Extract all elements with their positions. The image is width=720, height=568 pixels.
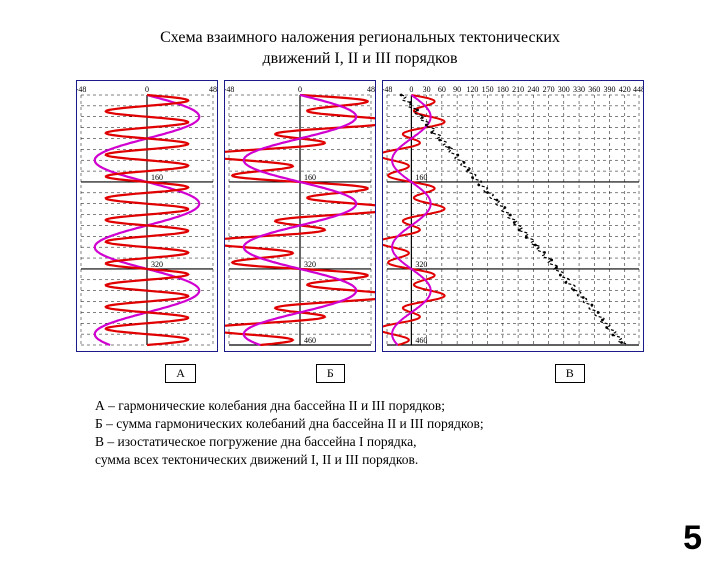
svg-text:320: 320: [304, 260, 316, 269]
svg-text:160: 160: [415, 173, 427, 182]
panel-label-a: А: [165, 364, 196, 383]
panel-c: 160 320 460 -48 0 30 60 90 120 150180210240 270300…: [382, 80, 644, 352]
title-line-2: движений I, II и III порядков: [263, 50, 458, 67]
panel-label-b: Б: [316, 364, 345, 383]
svg-text:270: 270: [543, 85, 555, 94]
svg-text:460: 460: [304, 336, 316, 345]
svg-text:120: 120: [466, 85, 478, 94]
slide-number: 5: [683, 519, 702, 558]
charts-row: Мощность осадков, м 160320-48048 1603204…: [0, 80, 720, 352]
panel-a: 160 320 -48 0 48: [76, 80, 218, 352]
caption-line: Б – сумма гармонических колебаний дна ба…: [95, 415, 660, 433]
svg-text:180: 180: [497, 85, 509, 94]
svg-text:300: 300: [558, 85, 570, 94]
svg-text:0: 0: [298, 85, 302, 94]
svg-text:90: 90: [453, 85, 461, 94]
svg-text:210: 210: [512, 85, 524, 94]
panel-labels-row: А Б В: [0, 364, 720, 383]
svg-text:160: 160: [151, 173, 163, 182]
panel-b: 160 320 460 -48 0 48: [224, 80, 376, 352]
svg-text:-48: -48: [225, 85, 234, 94]
panel-label-c: В: [555, 364, 585, 383]
svg-text:0: 0: [145, 85, 149, 94]
svg-text:320: 320: [415, 260, 427, 269]
svg-text:-48: -48: [383, 85, 392, 94]
caption-line: В – изостатическое погружение дна бассей…: [95, 433, 660, 451]
svg-text:160: 160: [304, 173, 316, 182]
svg-text:48: 48: [367, 85, 375, 94]
svg-text:448: 448: [633, 85, 643, 94]
svg-text:48: 48: [209, 85, 217, 94]
svg-text:0: 0: [409, 85, 413, 94]
svg-text:60: 60: [438, 85, 446, 94]
svg-text:320: 320: [151, 260, 163, 269]
svg-text:30: 30: [423, 85, 431, 94]
svg-text:390: 390: [604, 85, 616, 94]
chart-title: Схема взаимного наложения региональных т…: [0, 28, 720, 70]
svg-text:360: 360: [588, 85, 600, 94]
svg-text:-48: -48: [77, 85, 86, 94]
caption-line: А – гармонические колебания дна бассейна…: [95, 397, 660, 415]
caption-line: сумма всех тектонических движений I, II …: [95, 451, 660, 469]
svg-text:240: 240: [527, 85, 539, 94]
svg-text:420: 420: [619, 85, 631, 94]
svg-text:330: 330: [573, 85, 585, 94]
svg-text:150: 150: [482, 85, 494, 94]
caption: А – гармонические колебания дна бассейна…: [95, 397, 660, 470]
title-line-1: Схема взаимного наложения региональных т…: [160, 29, 560, 46]
svg-text:460: 460: [415, 336, 427, 345]
